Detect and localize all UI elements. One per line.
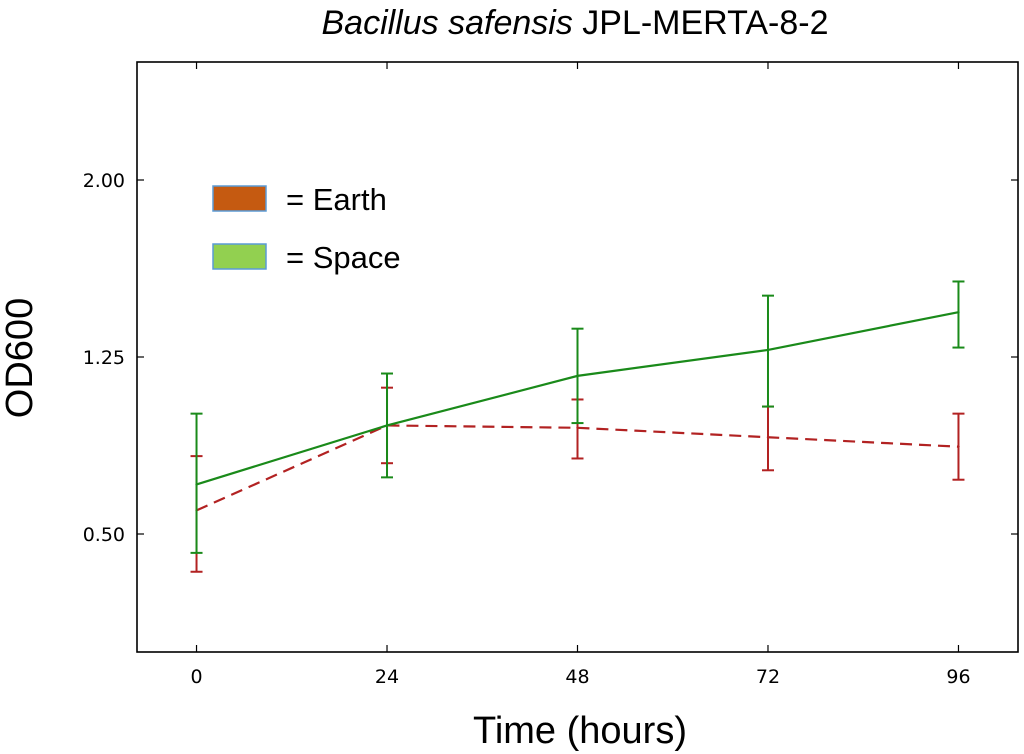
legend-swatch-earth xyxy=(212,185,267,212)
chart-title-italic: Bacillus safensis xyxy=(321,4,572,42)
y-tick-label: 0.50 xyxy=(83,524,125,546)
axis-ticks: 0 24 48 72 96 0.50 1.25 2.00 xyxy=(83,62,1018,688)
y-tick-label: 2.00 xyxy=(83,170,125,192)
x-tick-label: 48 xyxy=(565,666,589,688)
chart-title-rest: JPL-MERTA-8-2 xyxy=(573,4,829,42)
x-tick-label: 0 xyxy=(190,666,202,688)
legend-label-earth: = Earth xyxy=(286,182,387,217)
x-axis-title: Time (hours) xyxy=(473,710,687,752)
y-axis-title: OD600 xyxy=(0,298,41,418)
x-tick-label: 96 xyxy=(946,666,970,688)
data-point xyxy=(957,310,960,314)
series-space xyxy=(190,280,965,554)
legend-label-space: = Space xyxy=(286,240,401,275)
data-point xyxy=(576,374,579,378)
data-point xyxy=(766,348,770,352)
data-point xyxy=(766,436,770,439)
series-layer xyxy=(190,280,965,573)
data-point xyxy=(385,424,389,427)
legend: = Earth = Space xyxy=(212,182,401,275)
data-point xyxy=(957,445,960,448)
x-tick-label: 72 xyxy=(756,666,780,688)
chart-title: Bacillus safensis JPL-MERTA-8-2 xyxy=(321,4,828,42)
data-point xyxy=(195,483,198,486)
data-point xyxy=(576,426,579,429)
x-tick-label: 24 xyxy=(375,666,399,688)
legend-swatch-space xyxy=(212,243,267,270)
y-tick-label: 1.25 xyxy=(83,347,125,369)
